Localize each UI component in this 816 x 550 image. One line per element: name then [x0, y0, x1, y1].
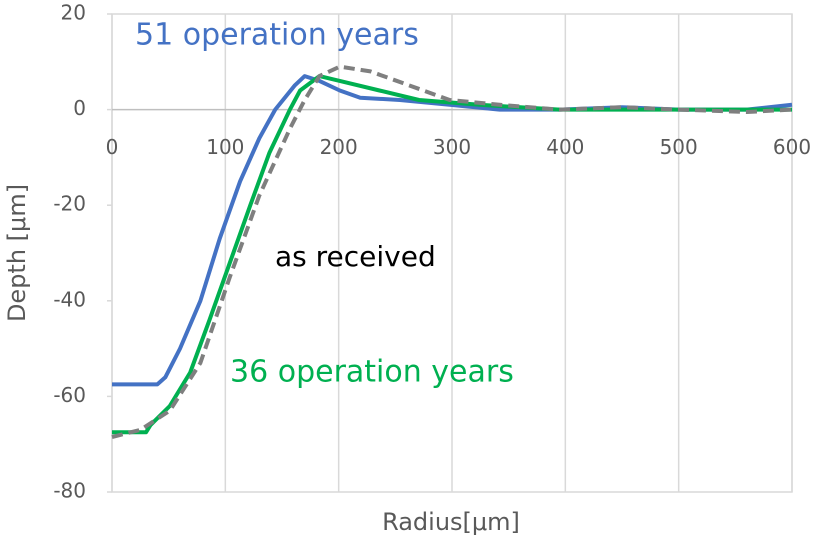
x-tick-label: 100: [206, 135, 244, 159]
x-axis-label: Radius[μm]: [382, 508, 520, 536]
y-tick-label: 20: [61, 1, 86, 25]
series-label: 36 operation years: [230, 355, 514, 390]
series-label: as received: [275, 240, 436, 273]
y-tick-label: -80: [53, 479, 86, 503]
y-tick-label: -60: [53, 383, 86, 407]
y-axis-label: Depth [μm]: [3, 184, 31, 322]
x-tick-label: 200: [320, 135, 358, 159]
x-tick-label: 400: [546, 135, 584, 159]
y-tick-label: -20: [53, 192, 86, 216]
y-tick-label: -40: [53, 287, 86, 311]
x-tick-label: 0: [106, 135, 119, 159]
data-line: [111, 64, 793, 439]
x-tick-label: 300: [433, 135, 471, 159]
x-tick-label: 500: [660, 135, 698, 159]
x-tick-label: 600: [773, 135, 811, 159]
series-label: 51 operation years: [135, 18, 419, 53]
y-tick-label: 0: [73, 96, 86, 120]
